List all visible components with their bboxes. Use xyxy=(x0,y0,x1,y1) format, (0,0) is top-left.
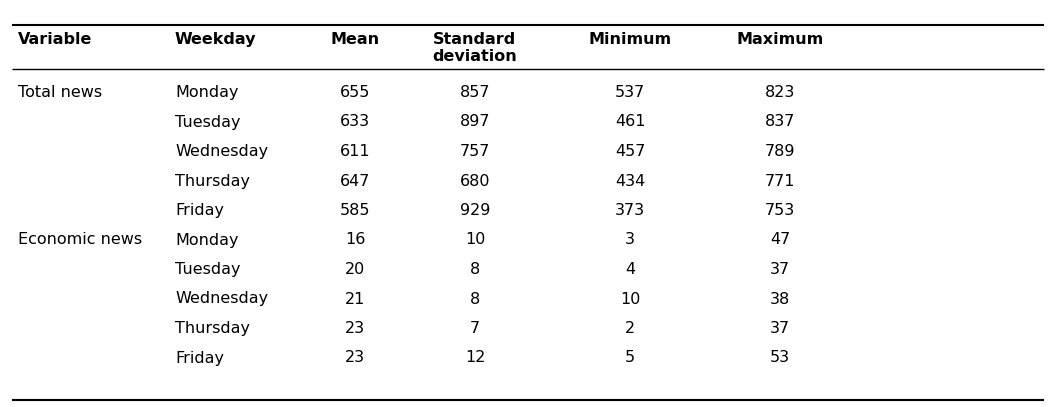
Text: 10: 10 xyxy=(465,232,485,247)
Text: 753: 753 xyxy=(765,203,795,218)
Text: 23: 23 xyxy=(345,321,365,336)
Text: 680: 680 xyxy=(459,173,490,188)
Text: Tuesday: Tuesday xyxy=(175,114,241,129)
Text: 2: 2 xyxy=(625,321,635,336)
Text: Thursday: Thursday xyxy=(175,173,250,188)
Text: 823: 823 xyxy=(765,85,795,100)
Text: Variable: Variable xyxy=(18,32,92,47)
Text: 4: 4 xyxy=(625,262,635,277)
Text: 37: 37 xyxy=(770,321,790,336)
Text: 7: 7 xyxy=(470,321,480,336)
Text: 837: 837 xyxy=(765,114,795,129)
Text: 647: 647 xyxy=(340,173,371,188)
Text: 23: 23 xyxy=(345,350,365,365)
Text: 461: 461 xyxy=(615,114,645,129)
Text: 8: 8 xyxy=(470,291,480,306)
Text: 12: 12 xyxy=(465,350,485,365)
Text: 16: 16 xyxy=(345,232,365,247)
Text: 21: 21 xyxy=(345,291,365,306)
Text: Standard
deviation: Standard deviation xyxy=(433,32,517,64)
Text: Thursday: Thursday xyxy=(175,321,250,336)
Text: 457: 457 xyxy=(615,144,645,159)
Text: 633: 633 xyxy=(340,114,370,129)
Text: 757: 757 xyxy=(459,144,490,159)
Text: Friday: Friday xyxy=(175,350,224,365)
Text: 8: 8 xyxy=(470,262,480,277)
Text: 434: 434 xyxy=(615,173,645,188)
Text: 771: 771 xyxy=(765,173,795,188)
Text: 655: 655 xyxy=(340,85,371,100)
Text: 929: 929 xyxy=(459,203,490,218)
Text: Wednesday: Wednesday xyxy=(175,144,268,159)
Text: 37: 37 xyxy=(770,262,790,277)
Text: Wednesday: Wednesday xyxy=(175,291,268,306)
Text: 611: 611 xyxy=(340,144,371,159)
Text: 20: 20 xyxy=(345,262,365,277)
Text: 53: 53 xyxy=(770,350,790,365)
Text: 5: 5 xyxy=(625,350,635,365)
Text: Tuesday: Tuesday xyxy=(175,262,241,277)
Text: 373: 373 xyxy=(615,203,645,218)
Text: 38: 38 xyxy=(770,291,790,306)
Text: Mean: Mean xyxy=(331,32,379,47)
Text: Total news: Total news xyxy=(18,85,102,100)
Text: Monday: Monday xyxy=(175,85,239,100)
Text: 857: 857 xyxy=(459,85,490,100)
Text: Economic news: Economic news xyxy=(18,232,143,247)
Text: Minimum: Minimum xyxy=(588,32,672,47)
Text: 10: 10 xyxy=(620,291,640,306)
Text: 585: 585 xyxy=(340,203,371,218)
Text: Maximum: Maximum xyxy=(736,32,824,47)
Text: Weekday: Weekday xyxy=(175,32,257,47)
Text: Friday: Friday xyxy=(175,203,224,218)
Text: Monday: Monday xyxy=(175,232,239,247)
Text: 537: 537 xyxy=(615,85,645,100)
Text: 47: 47 xyxy=(770,232,790,247)
Text: 789: 789 xyxy=(765,144,795,159)
Text: 3: 3 xyxy=(625,232,635,247)
Text: 897: 897 xyxy=(459,114,490,129)
